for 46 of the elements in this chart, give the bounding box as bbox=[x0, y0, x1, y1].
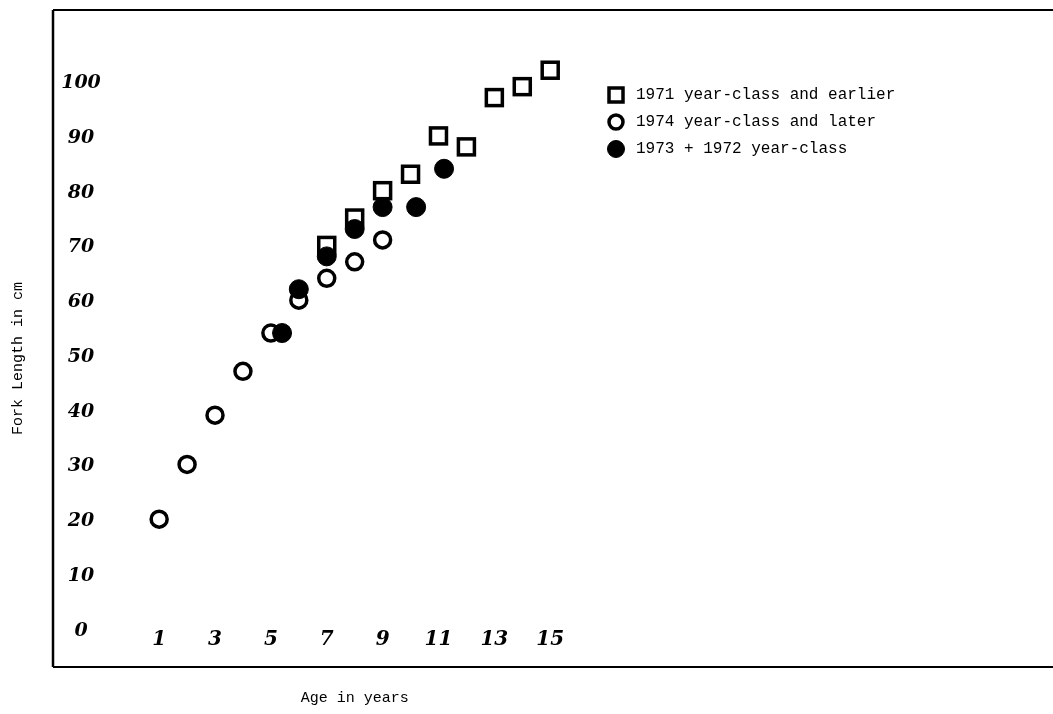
point bbox=[233, 361, 253, 382]
point bbox=[344, 252, 365, 272]
point bbox=[205, 405, 225, 425]
y-tick-label: 20 bbox=[66, 508, 95, 531]
point bbox=[344, 219, 365, 239]
y-tick-label: 70 bbox=[67, 234, 95, 257]
y-tick-label: 50 bbox=[67, 343, 95, 366]
point bbox=[400, 164, 421, 184]
point bbox=[344, 208, 365, 228]
legend-label: 1971 year-class and earlier bbox=[636, 86, 896, 104]
y-tick-label: 100 bbox=[61, 70, 101, 93]
x-tick-label: 1 bbox=[152, 626, 167, 650]
y-tick-label: 60 bbox=[67, 289, 95, 312]
y-tick-label: 80 bbox=[66, 179, 95, 202]
y-tick-label: 40 bbox=[67, 398, 95, 421]
point bbox=[316, 268, 337, 289]
y-tick-label: 90 bbox=[67, 124, 95, 147]
point bbox=[316, 246, 337, 267]
x-tick-label: 13 bbox=[480, 626, 509, 650]
x-tick-label: 15 bbox=[536, 626, 565, 650]
point bbox=[512, 76, 533, 97]
point bbox=[406, 197, 427, 218]
y-tick-label: 10 bbox=[67, 562, 95, 585]
point bbox=[428, 126, 449, 146]
y-axis-title: Fork Length in cm bbox=[10, 281, 27, 436]
y-tick-label: 30 bbox=[67, 453, 95, 476]
x-axis-title: Age in years bbox=[300, 690, 409, 707]
point bbox=[372, 197, 393, 218]
point bbox=[272, 323, 293, 344]
x-tick-label: 11 bbox=[424, 626, 453, 650]
x-tick-label: 7 bbox=[319, 626, 334, 650]
point bbox=[149, 509, 169, 529]
point bbox=[484, 87, 505, 108]
x-tick-label: 9 bbox=[375, 626, 390, 650]
x-tick-label: 5 bbox=[263, 626, 278, 650]
point bbox=[456, 137, 477, 157]
point bbox=[540, 60, 560, 80]
point bbox=[288, 279, 309, 300]
point bbox=[372, 230, 393, 250]
point bbox=[434, 158, 455, 179]
x-tick-label: 3 bbox=[208, 626, 223, 650]
point bbox=[177, 454, 197, 475]
legend-label: 1974 year-class and later bbox=[636, 113, 877, 131]
point bbox=[372, 180, 393, 201]
legend-label: 1973 + 1972 year-class bbox=[636, 140, 848, 158]
y-tick-label: 0 bbox=[74, 617, 88, 640]
